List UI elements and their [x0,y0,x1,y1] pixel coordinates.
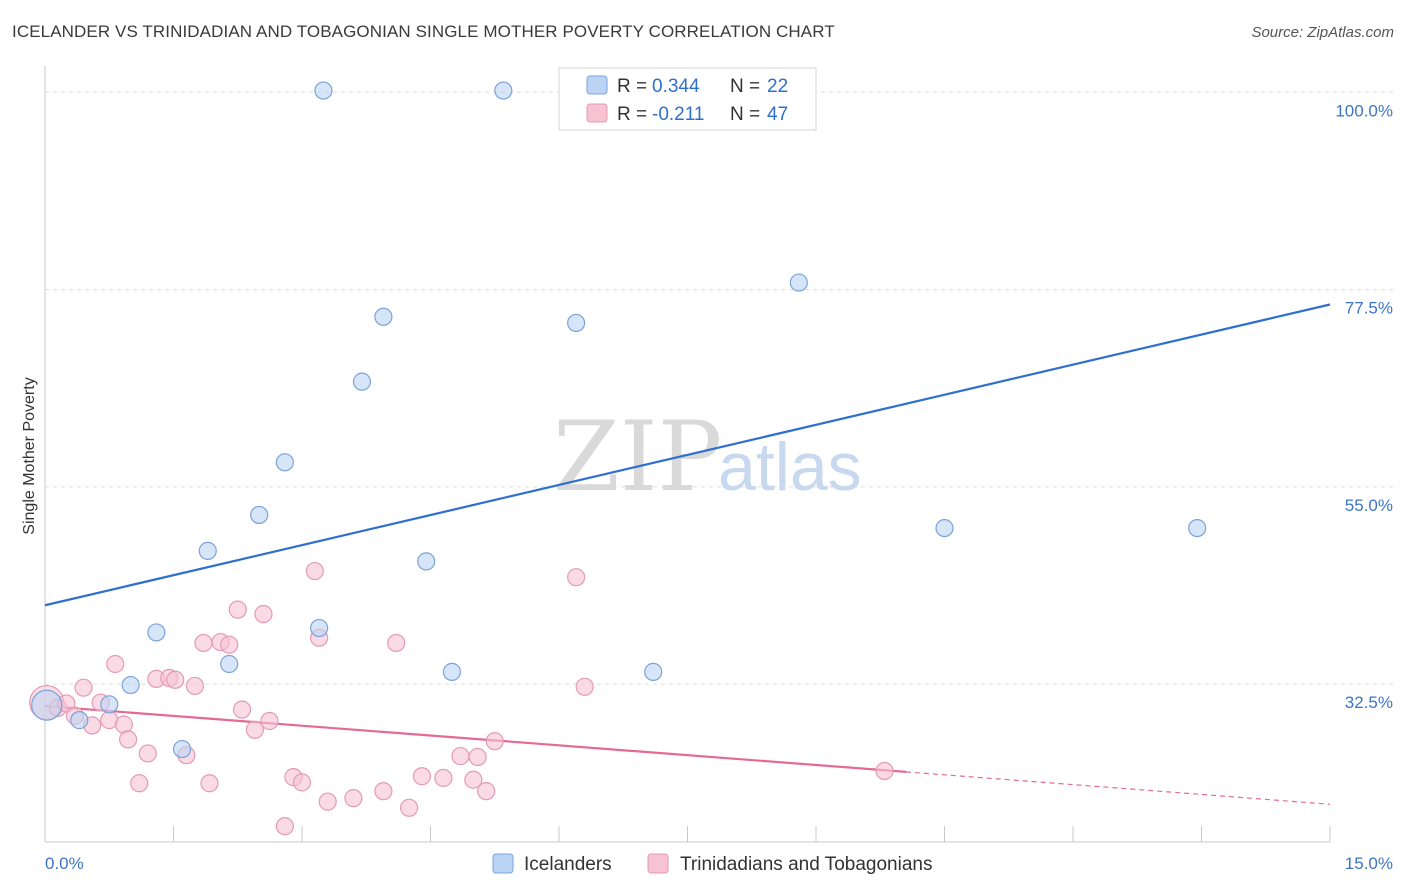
point-icelanders-18 [644,662,663,681]
point-trinidadians-30 [305,561,324,581]
point-trinidadians-21 [220,635,239,654]
legend-swatch-trinidadians [586,103,608,123]
gridlines [45,91,1393,685]
y-tick-label-3: 100.0% [1335,101,1393,120]
point-icelanders-6 [198,541,217,560]
point-trinidadians-35 [387,633,406,653]
source-label: Source: ZipAtlas.com [1251,24,1394,41]
trendline-icelanders [44,303,1331,607]
point-trinidadians-43 [485,732,504,751]
point-trinidadians-9 [114,715,133,734]
point-icelanders-2 [100,695,119,714]
point-trinidadians-32 [318,792,337,811]
point-trinidadians-23 [232,700,252,719]
point-trinidadians-40 [464,770,483,789]
tick-labels: 32.5% 55.0% 77.5% 100.0% 0.0% 15.0% [45,101,1393,873]
bottom-legend-swatch-trinidadians [647,853,669,874]
point-trinidadians-44 [567,568,586,587]
legend-r-label-2: R = [617,104,647,125]
data-points [29,81,1207,836]
bottom-legend-swatch-icelanders [492,853,514,874]
point-trinidadians-17 [185,676,205,696]
point-trinidadians-42 [477,782,496,801]
trendline-trinidadians [44,704,907,773]
trendlines [44,303,1331,805]
point-icelanders-10 [310,618,329,638]
bottom-legend-label-icelanders: Icelanders [524,854,612,875]
trendline-trinidadians-extension [905,771,1331,805]
point-icelanders-5 [172,739,192,759]
point-trinidadians-12 [138,744,157,763]
point-trinidadians-15 [166,670,185,689]
point-icelanders-8 [250,505,269,525]
point-icelanders-12 [352,372,372,391]
point-icelanders-3 [121,675,140,695]
legend-n-value-2: 47 [767,104,788,125]
point-icelanders-9 [275,453,294,472]
point-trinidadians-37 [412,767,432,786]
point-icelanders-21 [1188,518,1207,538]
legend-r-value-1: 0.344 [652,76,700,97]
y-axis-label: Single Mother Poverty [21,377,38,534]
point-trinidadians-34 [374,782,393,801]
x-tick-label-0: 0.0% [45,854,84,873]
x-tick-label-1: 15.0% [1345,854,1393,873]
legend-n-value-1: 22 [767,76,788,97]
point-icelanders-14 [417,552,436,571]
point-icelanders-19 [789,273,808,292]
point-trinidadians-29 [292,773,312,792]
point-icelanders-15 [442,662,462,681]
point-trinidadians-10 [118,730,138,749]
point-icelanders-17 [567,313,586,333]
y-tick-label-1: 55.0% [1345,496,1393,515]
point-icelanders-7 [220,654,239,674]
point-trinidadians-41 [468,747,487,767]
legend-r-label-1: R = [617,76,647,97]
legend: R = 0.344 N = 22 R = -0.211 N = 47 [558,67,817,131]
point-trinidadians-36 [399,798,419,817]
watermark: ZIP atlas [553,401,862,513]
point-icelanders-11 [314,81,333,100]
legend-r-value-2: -0.211 [652,104,704,125]
point-trinidadians-46 [875,761,894,781]
legend-n-label-2: N = [730,104,760,125]
point-trinidadians-25 [254,604,273,624]
point-trinidadians-22 [228,600,247,619]
chart-title: ICELANDER VS TRINIDADIAN AND TOBAGONIAN … [12,22,835,41]
bottom-legend: Icelanders Trinidadians and Tobagonians [492,853,932,875]
point-trinidadians-39 [451,746,470,766]
point-trinidadians-4 [74,678,93,697]
point-trinidadians-24 [245,720,264,739]
watermark-atlas: atlas [718,429,862,505]
legend-swatch-icelanders [586,75,608,95]
point-icelanders-0 [31,689,63,721]
watermark-zip: ZIP [553,401,722,513]
point-icelanders-16 [494,81,513,100]
point-icelanders-13 [374,307,393,326]
point-icelanders-1 [70,711,89,730]
y-tick-label-2: 77.5% [1345,299,1393,318]
legend-n-label-1: N = [730,76,760,97]
point-trinidadians-8 [106,654,125,674]
point-trinidadians-33 [344,789,363,808]
point-trinidadians-26 [260,711,279,731]
point-icelanders-20 [935,518,954,538]
y-tick-label-0: 32.5% [1345,693,1393,712]
point-trinidadians-38 [434,768,453,788]
point-icelanders-4 [147,623,166,642]
point-trinidadians-45 [575,677,594,696]
point-trinidadians-19 [200,774,219,793]
point-trinidadians-27 [275,817,294,836]
point-trinidadians-11 [130,774,149,793]
point-trinidadians-18 [194,633,213,653]
bottom-legend-label-trinidadians: Trinidadians and Tobagonians [680,854,932,875]
